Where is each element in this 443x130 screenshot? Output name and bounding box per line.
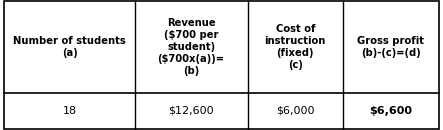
Text: 18: 18 (62, 106, 77, 116)
Text: Revenue
($700 per
student)
($700x(a))=
(b): Revenue ($700 per student) ($700x(a))= (… (158, 18, 225, 76)
Text: Gross profit
(b)-(c)=(d): Gross profit (b)-(c)=(d) (358, 36, 424, 58)
Text: Number of students
(a): Number of students (a) (13, 36, 126, 58)
Text: $6,000: $6,000 (276, 106, 315, 116)
Text: Cost of
instruction
(fixed)
(c): Cost of instruction (fixed) (c) (264, 24, 326, 70)
Text: $6,600: $6,600 (369, 106, 412, 116)
Text: $12,600: $12,600 (168, 106, 214, 116)
